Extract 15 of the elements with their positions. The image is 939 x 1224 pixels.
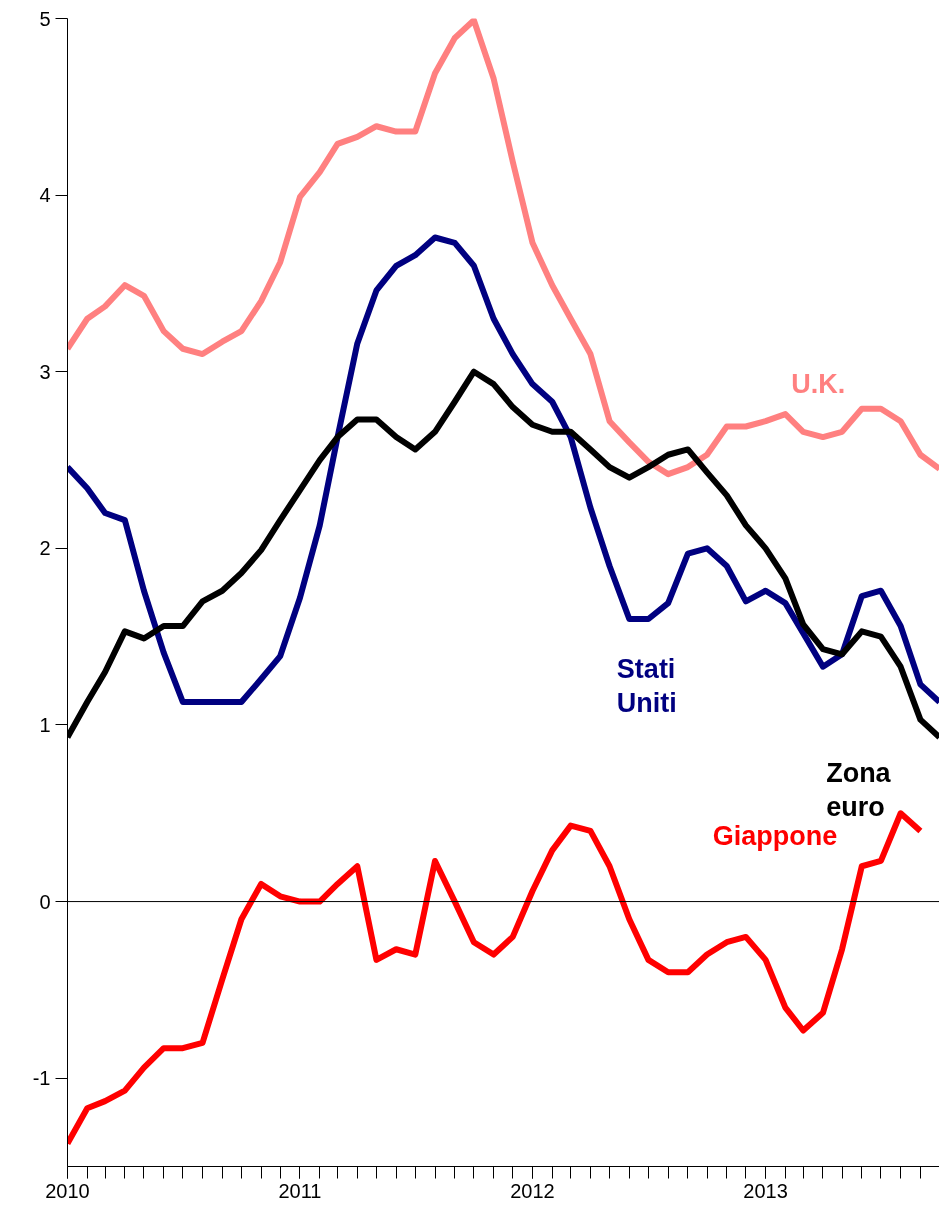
x-tick-label: 2013	[743, 1179, 788, 1202]
x-tick-label: 2012	[510, 1179, 555, 1202]
y-tick-label: 3	[39, 360, 51, 383]
y-tick-label: 1	[39, 713, 51, 736]
x-tick-label: 2010	[45, 1179, 90, 1202]
series-label: Stati Uniti	[616, 654, 677, 719]
y-tick-label: 2	[39, 537, 51, 560]
y-tick-label: -1	[32, 1067, 51, 1090]
y-tick-label: 0	[39, 890, 51, 913]
y-tick-label: 5	[39, 7, 51, 30]
x-tick-label: 2011	[278, 1179, 322, 1202]
series-label: Giappone	[712, 821, 838, 852]
y-tick-label: 4	[39, 184, 51, 207]
series-label: Zona euro	[826, 758, 892, 823]
series-label: U.K.	[791, 369, 846, 400]
